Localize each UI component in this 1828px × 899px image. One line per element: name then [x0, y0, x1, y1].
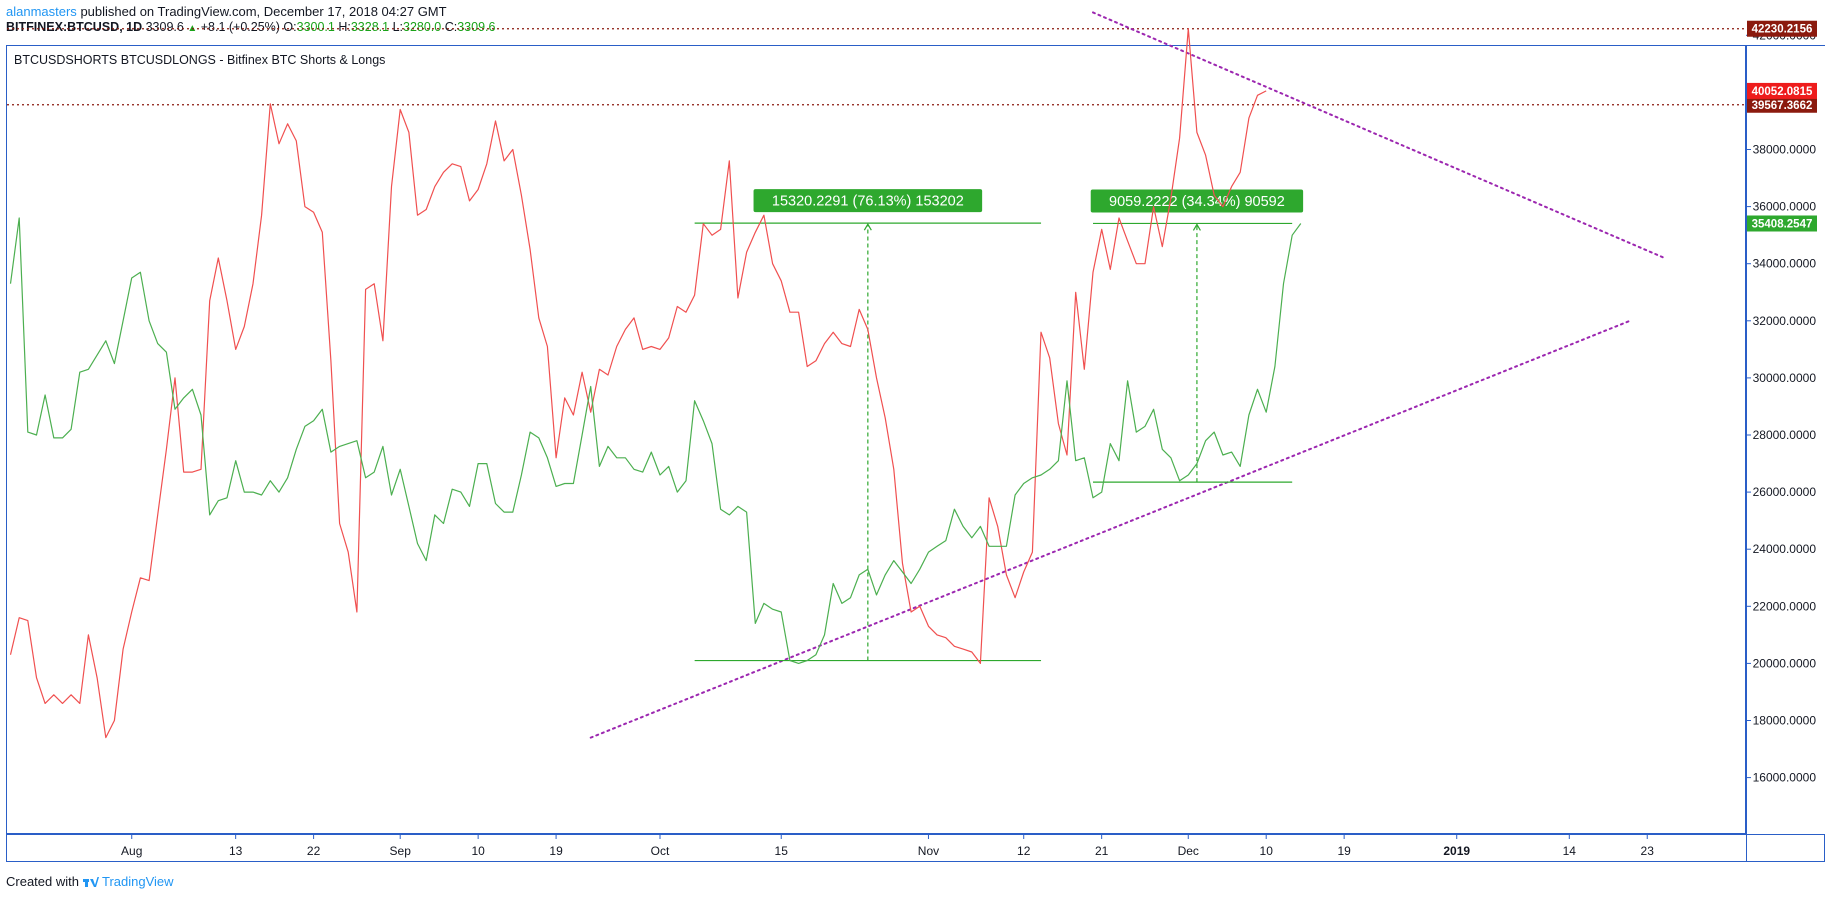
- price-tag-label: 35408.2547: [1752, 218, 1813, 230]
- close-value: 3309.6: [457, 20, 496, 34]
- close-label: C:: [444, 20, 458, 34]
- time-tick-label: Dec: [1178, 844, 1199, 858]
- price-tick-label: 24000.0000: [1753, 542, 1817, 556]
- time-tick-label: 12: [1017, 844, 1031, 858]
- series-line-btcusdlongs: [9, 217, 1302, 664]
- low-label: L:: [392, 20, 403, 34]
- created-with-label: Created with: [6, 874, 79, 889]
- plot-frame: [6, 45, 1746, 834]
- price-tag-box: [1747, 215, 1817, 232]
- price-tag-label: 42230.2156: [1752, 24, 1813, 36]
- measure-arrow-head: [1192, 223, 1201, 231]
- price-axis-pane: [1746, 45, 1825, 834]
- time-axis-pane: [6, 834, 1825, 862]
- price-tick-label: 26000.0000: [1753, 485, 1817, 499]
- time-tick-label: Nov: [918, 844, 939, 858]
- measurement-tools: 15320.2291 (76.13%) 153202 9059.2222 (34.…: [694, 189, 1304, 662]
- measure-callout-label: 9059.2222 (34.34%) 90592: [1109, 194, 1285, 210]
- price-tick-label: 16000.0000: [1753, 771, 1817, 785]
- time-tick-label: Aug: [121, 844, 142, 858]
- price-tick-label: 20000.0000: [1753, 656, 1817, 670]
- series-line-btcusdshorts: [9, 28, 1267, 739]
- price-tick-label: 32000.0000: [1753, 314, 1817, 328]
- time-tick-label: 13: [229, 844, 243, 858]
- publish-text: published on TradingView.com, December 1…: [80, 4, 447, 19]
- tradingview-logo-icon: [82, 876, 99, 887]
- price-tag-label: 40052.0815: [1752, 86, 1813, 98]
- chart-title: BTCUSDSHORTS BTCUSDLONGS - Bitfinex BTC …: [14, 53, 385, 67]
- symbol-info: BITFINEX:BTCUSD, 1D 3309.6 ▲ +8.1 (+0.25…: [6, 20, 495, 34]
- symbol-name[interactable]: BITFINEX:BTCUSD, 1D: [6, 20, 143, 34]
- time-tick-label: 19: [1337, 844, 1351, 858]
- time-tick-label: 23: [1641, 844, 1655, 858]
- time-axis: Aug 13 22 Sep 10 19 Oct 15 Nov 12 21 Dec 10 19 2019 14 2…: [121, 834, 1654, 858]
- series-lines: [9, 28, 1302, 739]
- price-tick-label: 22000.0000: [1753, 599, 1817, 613]
- time-tick-label: 22: [307, 844, 321, 858]
- open-value: 3300.1: [296, 20, 335, 34]
- time-tick-label: 19: [549, 844, 563, 858]
- time-tick-label: Sep: [390, 844, 412, 858]
- time-tick-label: 10: [471, 844, 485, 858]
- price-tick-label: 38000.0000: [1753, 143, 1817, 157]
- tradingview-brand-link[interactable]: TradingView: [101, 874, 174, 889]
- price-tag-box: [1747, 20, 1817, 37]
- price-change: +8.1 (+0.25%): [200, 20, 280, 34]
- open-label: O:: [283, 20, 297, 34]
- time-tick-label: 14: [1563, 844, 1577, 858]
- price-tag-box: [1747, 96, 1817, 113]
- price-tick-label: 28000.0000: [1753, 428, 1817, 442]
- measure-callout-box: [1090, 189, 1304, 213]
- measure-arrow-head: [863, 222, 872, 231]
- price-tags: 42230.2156 39567.3662 40052.0815 35408.2547: [1747, 20, 1817, 232]
- high-value: 3328.1: [350, 20, 390, 34]
- price-tick-label: 18000.0000: [1753, 714, 1817, 728]
- publish-info: alanmasters published on TradingView.com…: [6, 4, 447, 19]
- low-value: 3280.0: [403, 20, 442, 34]
- author-link[interactable]: alanmasters: [6, 4, 77, 19]
- high-label: H:: [338, 20, 351, 34]
- price-tick-label: 36000.0000: [1753, 200, 1817, 214]
- time-tick-label: 2019: [1443, 844, 1470, 858]
- trend-line: [1092, 11, 1666, 259]
- trend-line: [589, 319, 1631, 739]
- time-tick-label: 21: [1095, 844, 1109, 858]
- price-tick-label: 34000.0000: [1753, 257, 1817, 271]
- last-price: 3309.6: [145, 20, 184, 34]
- measure-callout-box: [753, 189, 983, 213]
- price-tag-box: [1747, 82, 1817, 99]
- price-tag-label: 39567.3662: [1752, 100, 1813, 112]
- footer: Created with TradingView: [6, 874, 174, 889]
- time-tick-label: 15: [775, 844, 789, 858]
- price-tick-label: 30000.0000: [1753, 371, 1817, 385]
- time-tick-label: Oct: [651, 844, 670, 858]
- measure-callout-label: 15320.2291 (76.13%) 153202: [772, 194, 964, 210]
- time-tick-label: 10: [1260, 844, 1274, 858]
- trend-lines: [589, 11, 1666, 739]
